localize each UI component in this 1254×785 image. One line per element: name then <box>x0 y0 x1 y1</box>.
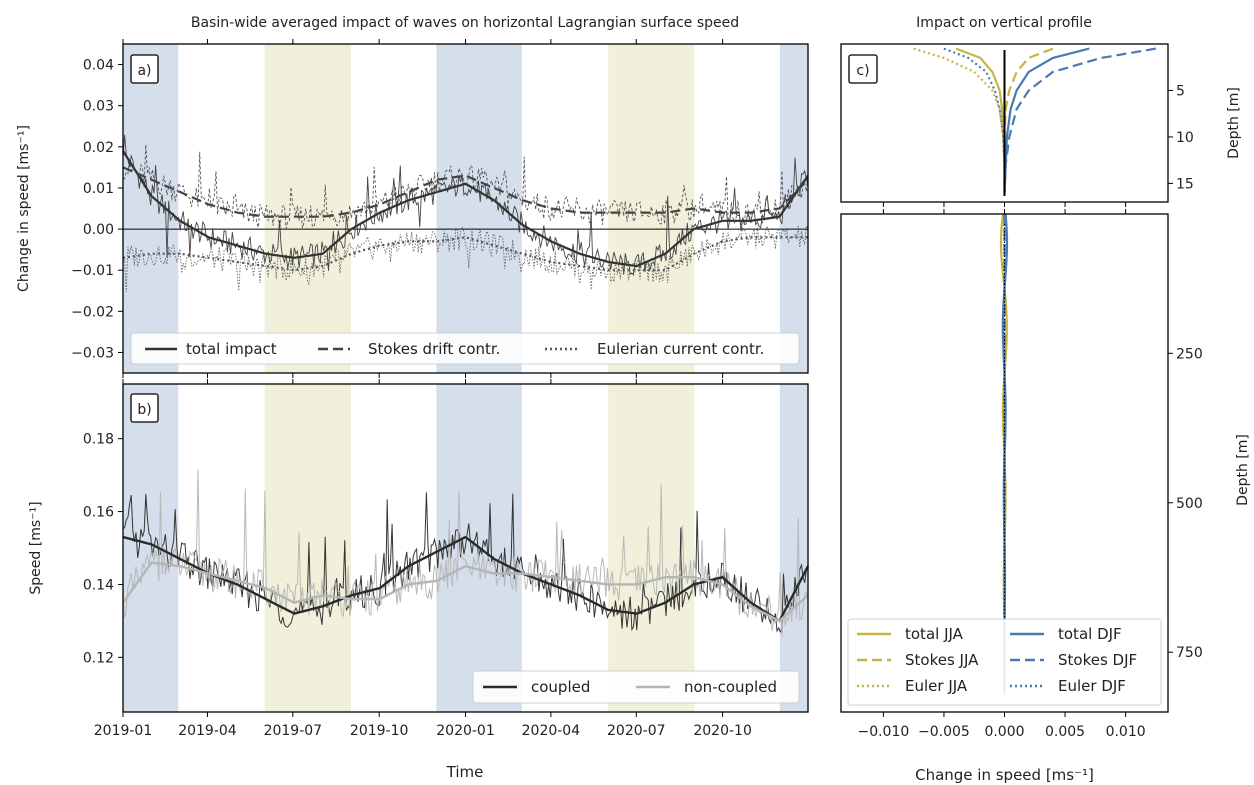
y-tick-label: 0.03 <box>83 99 114 115</box>
season-band-djf <box>779 384 808 712</box>
legend-label: total DJF <box>1058 625 1122 643</box>
panel-label: c) <box>856 63 869 79</box>
panel-b: 0.18 0.16 0.14 0.12 2019-01 2019-04 2019-07 201… <box>28 379 810 739</box>
series-daily-total <box>122 134 809 277</box>
series-smoothed-non-coupled <box>122 561 809 623</box>
legend-label: total JJA <box>905 625 964 643</box>
series-smoothed-eulerian <box>122 236 808 272</box>
x-tick-label: 0.010 <box>1106 724 1146 740</box>
panel-a: 0.04 0.03 0.02 0.01 0.00 −0.01 −0.02 −0.03 a) Cha… <box>16 39 809 378</box>
series-smoothed-total <box>122 150 809 268</box>
y-tick-label: 0.00 <box>83 222 114 238</box>
legend-label: Stokes drift contr. <box>368 340 500 358</box>
series-daily-non-coupled <box>122 469 809 636</box>
legend-label: Eulerian current contr. <box>597 340 764 358</box>
season-band-djf <box>123 44 179 373</box>
y-tick-label: 0.12 <box>83 650 114 666</box>
x-axis-label-time: Time <box>446 763 484 781</box>
x-tick-label: −0.010 <box>857 724 909 740</box>
y-axis-label: Change in speed [ms⁻¹] <box>16 125 32 292</box>
y-tick-label: 0.18 <box>83 432 114 448</box>
y-tick-label: 10 <box>1176 130 1194 146</box>
x-tick-label: 0.005 <box>1045 724 1085 740</box>
y-tick-label: 500 <box>1176 496 1203 512</box>
legend-box <box>130 332 800 365</box>
profile-upper-total-jja <box>955 47 1006 193</box>
profile-upper-total-djf <box>1003 47 1090 193</box>
title-right: Impact on vertical profile <box>916 15 1092 31</box>
profile-upper-stokes-jja <box>1003 47 1054 193</box>
legend: coupled non-coupled <box>472 670 800 704</box>
panel-label: b) <box>137 402 151 418</box>
legend-label: Euler JJA <box>905 677 968 695</box>
y-tick-label: 0.04 <box>83 58 114 74</box>
y-tick-label: 0.14 <box>83 577 114 593</box>
title-left: Basin-wide averaged impact of waves on h… <box>191 15 739 31</box>
series-smoothed-stokes <box>122 166 809 218</box>
x-tick-label: 2020-04 <box>522 723 581 739</box>
legend-label: Stokes DJF <box>1058 651 1137 669</box>
y-tick-label: 0.16 <box>83 505 114 521</box>
season-band-djf <box>123 384 179 712</box>
x-tick-label: 0.000 <box>984 724 1024 740</box>
x-tick-label: 2019-01 <box>94 723 153 739</box>
profile-upper-stokes-djf <box>1003 47 1157 193</box>
y-tick-label: 5 <box>1176 83 1185 99</box>
legend: total JJA Stokes JJA Euler JJA total DJF Sto… <box>847 618 1162 706</box>
x-tick-label: 2020-07 <box>607 723 666 739</box>
series-daily-coupled <box>122 492 809 633</box>
legend-label: coupled <box>531 678 590 696</box>
profile-upper-euler-jja <box>913 47 1006 193</box>
x-tick-label: 2020-10 <box>693 723 752 739</box>
season-band-djf <box>436 44 522 373</box>
legend-label: non-coupled <box>684 678 777 696</box>
x-tick-label: 2020-01 <box>436 723 495 739</box>
y-axis-label-lower: Depth [m] <box>1235 434 1251 506</box>
y-tick-label: −0.03 <box>71 345 114 361</box>
series-daily-eulerian <box>122 224 809 293</box>
y-tick-label: 0.02 <box>83 140 114 156</box>
profile-upper-euler-djf <box>943 47 1006 193</box>
legend-box <box>847 618 1162 706</box>
y-tick-label: −0.02 <box>71 304 114 320</box>
plot-frame <box>122 43 809 374</box>
x-tick-label: −0.005 <box>918 724 970 740</box>
panel-label: a) <box>137 63 151 79</box>
season-band-jja <box>264 44 352 373</box>
series-daily-stokes <box>122 144 809 229</box>
x-tick-label: 2019-10 <box>350 723 409 739</box>
x-tick-label: 2019-07 <box>264 723 323 739</box>
legend-label: Euler DJF <box>1058 677 1126 695</box>
season-band-jja <box>264 384 352 712</box>
x-axis-label: Change in speed [ms⁻¹] <box>915 766 1094 784</box>
series-smoothed-coupled <box>122 535 810 623</box>
y-axis-label-upper: Depth [m] <box>1226 87 1242 159</box>
panel-c: 5 10 15 250 500 750 −0.010 −0.005 0.000 0.005 0.01… <box>840 43 1251 784</box>
plot-frame <box>122 383 809 713</box>
panel-label-box <box>130 393 159 423</box>
y-axis-label: Speed [ms⁻¹] <box>28 501 44 594</box>
y-tick-label: −0.01 <box>71 263 114 279</box>
y-tick-label: 15 <box>1176 176 1194 192</box>
panel-label-box <box>848 54 878 84</box>
y-tick-label: 0.01 <box>83 181 114 197</box>
y-tick-label: 250 <box>1176 346 1203 362</box>
y-tick-label: 750 <box>1176 645 1203 661</box>
x-tick-label: 2019-04 <box>178 723 237 739</box>
legend-label: total impact <box>186 340 277 358</box>
legend: total impact Stokes drift contr. Eulerian … <box>130 332 800 365</box>
panel-label-box <box>130 54 159 84</box>
legend-label: Stokes JJA <box>905 651 979 669</box>
